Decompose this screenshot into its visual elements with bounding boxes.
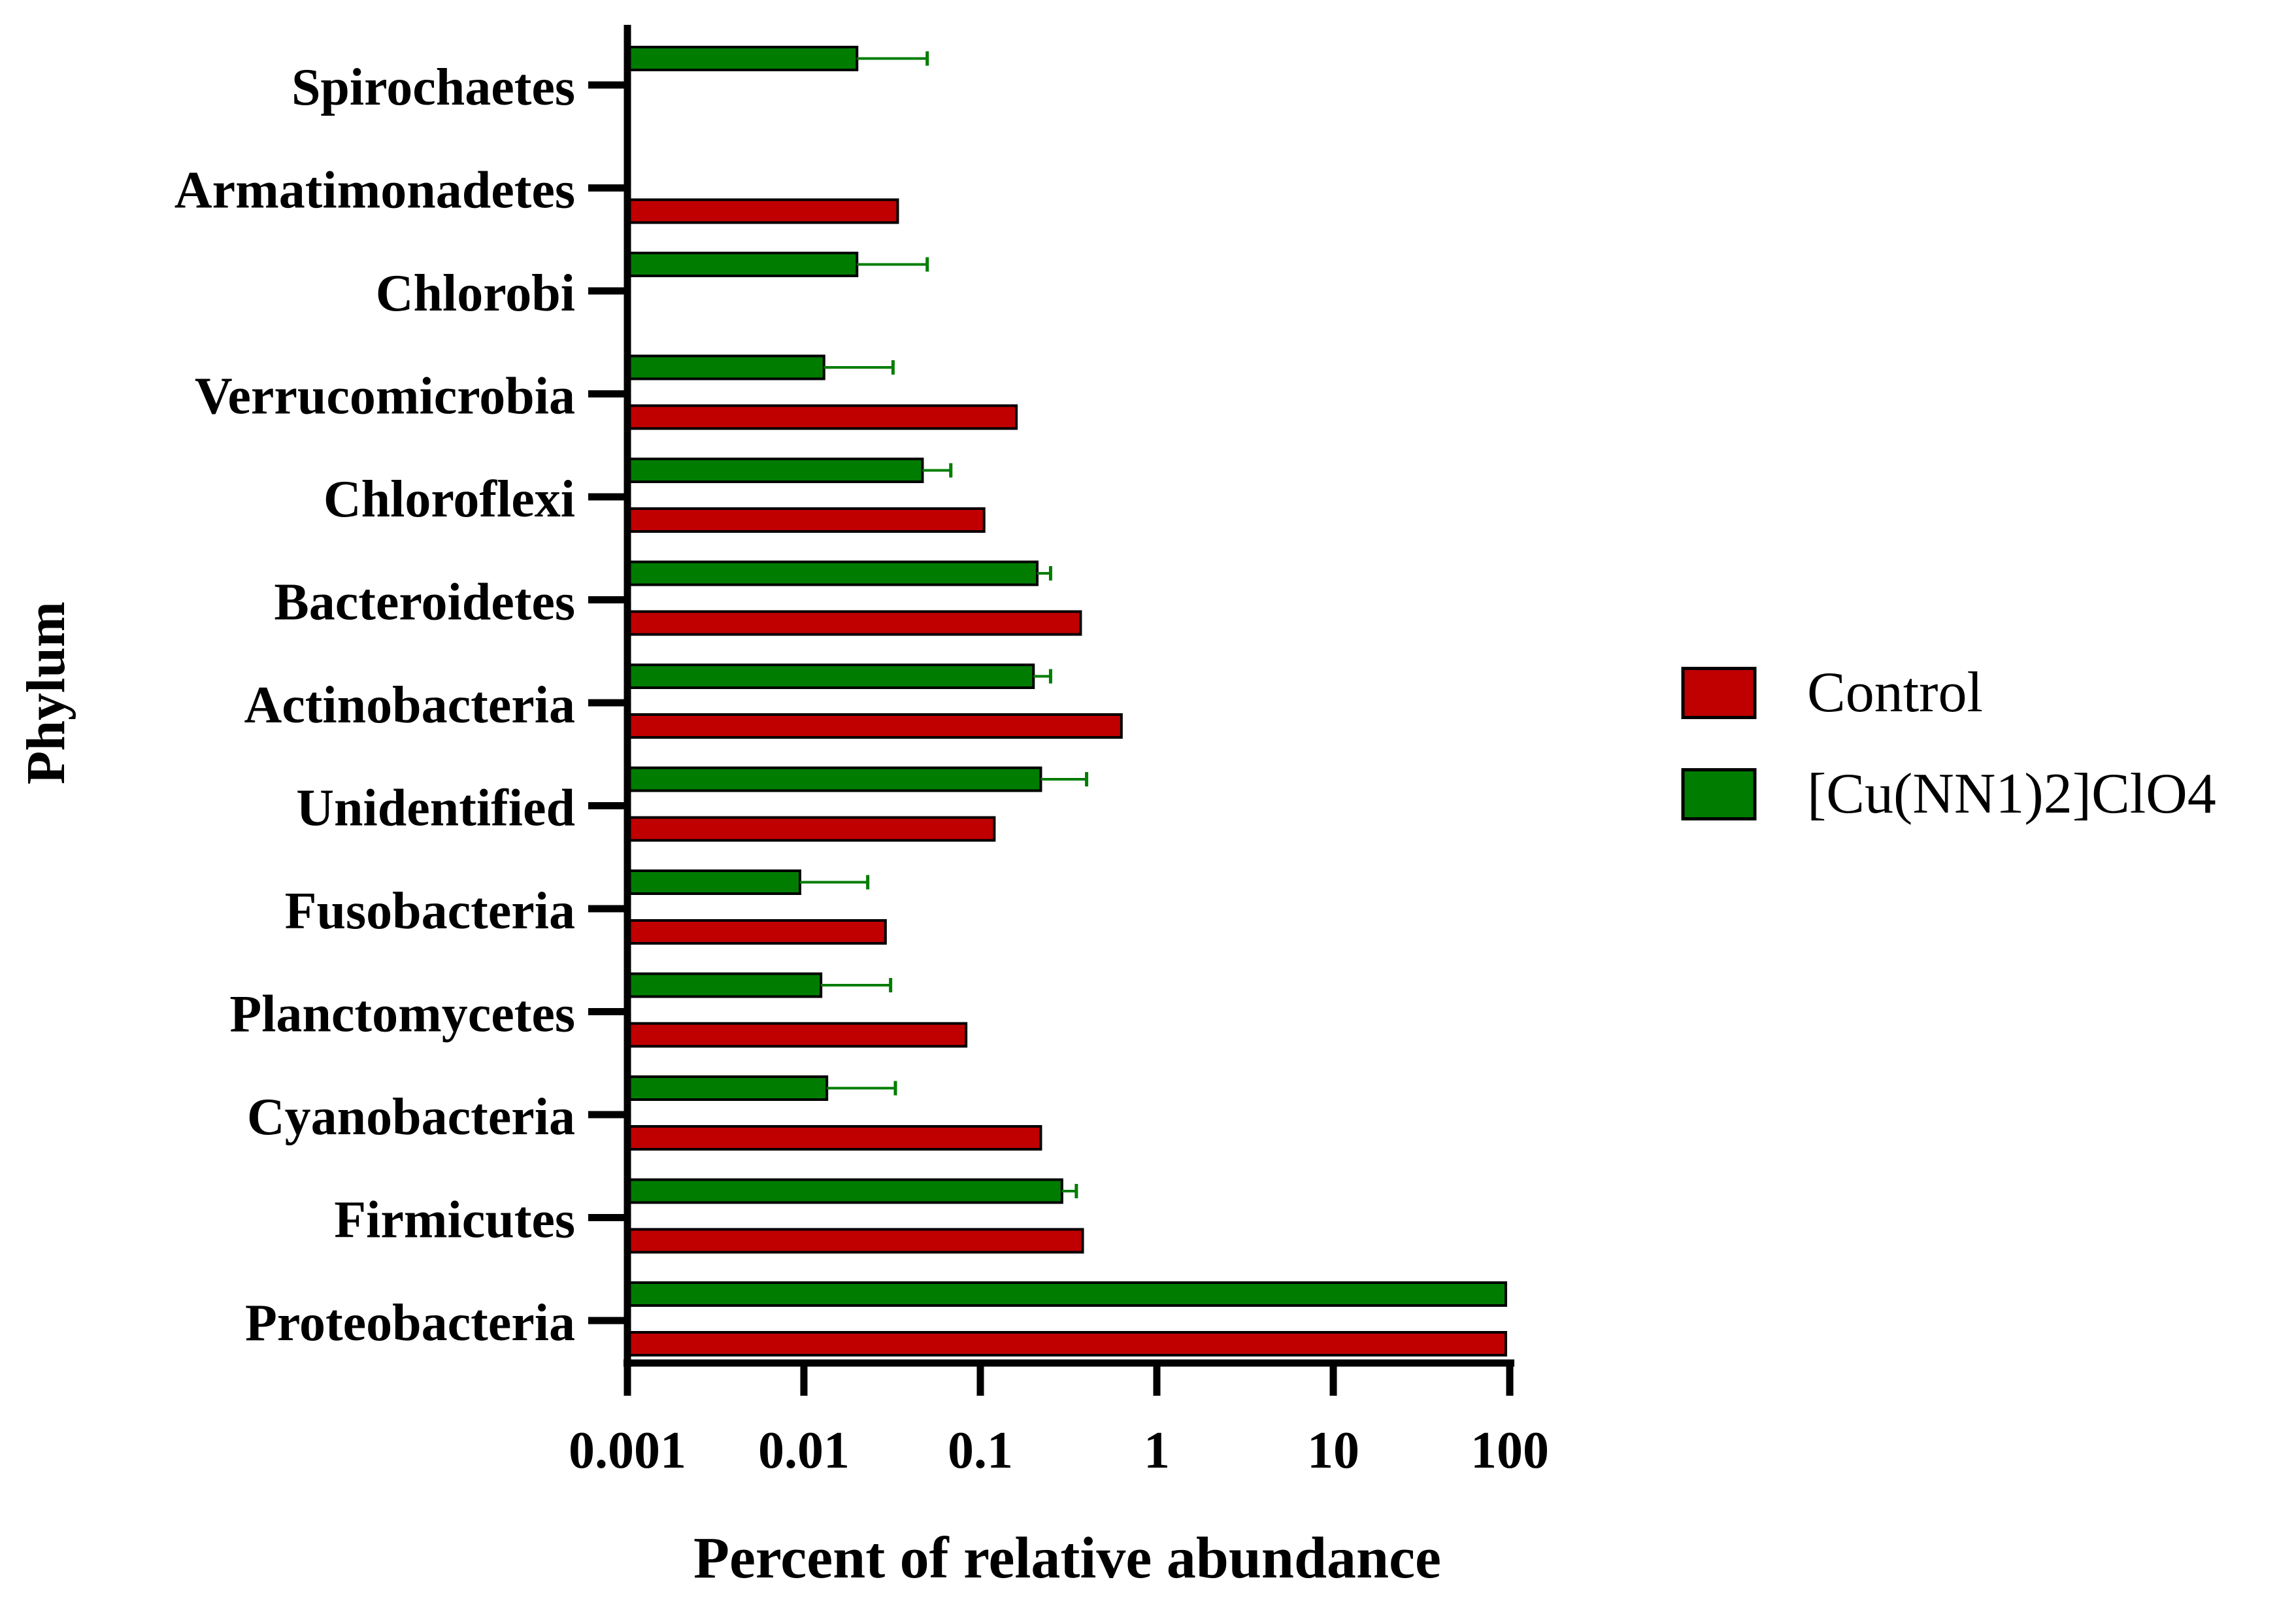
bar-control [626, 816, 996, 842]
y-tick-label: Fusobacteria [285, 883, 575, 940]
y-tick-label: Armatimonadetes [175, 162, 575, 220]
y-axis-title: Phylum [16, 601, 76, 784]
axes [588, 25, 1514, 1396]
bar-cu-complex [626, 252, 859, 277]
y-tick-label: Proteobacteria [245, 1294, 575, 1352]
bar-cu-complex [626, 458, 924, 483]
bars-layer [626, 46, 1507, 1357]
bar-cu-complex [626, 1178, 1063, 1204]
x-axis-title: Percent of relative abundance [693, 1526, 1441, 1591]
x-tick-label: 0.01 [758, 1422, 850, 1479]
y-tick-label: Chlorobi [376, 265, 575, 322]
bar-cu-complex [626, 560, 1039, 586]
bar-cu-complex [626, 972, 823, 998]
bar-control [626, 1125, 1042, 1151]
y-tick-label: Unidentified [296, 780, 575, 837]
bar-cu-complex [626, 664, 1035, 689]
legend-swatch [1681, 667, 1757, 719]
bar-cu-complex [626, 354, 825, 380]
legend: Control [Cu(NN1)2]ClO4 [1681, 661, 2216, 826]
y-tick-label: Chloroflexi [324, 471, 575, 528]
x-tick-label: 0.001 [569, 1422, 686, 1479]
y-tick-label: Firmicutes [334, 1192, 575, 1249]
bar-control [626, 610, 1082, 636]
bar-cu-complex [626, 1075, 829, 1101]
bar-control [626, 1228, 1084, 1254]
bar-control [626, 1022, 968, 1048]
bar-control [626, 404, 1018, 430]
y-tick-label: Bacteroidetes [274, 574, 575, 632]
legend-label: Control [1807, 661, 1983, 724]
bar-cu-complex [626, 1281, 1507, 1307]
bar-control [626, 919, 887, 945]
bar-control [626, 198, 899, 224]
bar-cu-complex [626, 869, 801, 895]
y-tick-label: Cyanobacteria [247, 1088, 575, 1146]
x-tick-label: 0.1 [948, 1422, 1013, 1479]
y-tick-label: Spirochaetes [291, 59, 575, 116]
legend-swatch [1681, 768, 1757, 820]
bar-control [626, 1331, 1507, 1357]
bar-cu-complex [626, 766, 1042, 792]
labels-layer: Percent of relative abundance Phylum Spi… [16, 59, 1549, 1591]
y-tick-label: Verrucomicrobia [195, 368, 575, 426]
legend-label: [Cu(NN1)2]ClO4 [1807, 762, 2216, 826]
x-tick-label: 100 [1471, 1422, 1549, 1479]
bar-control [626, 713, 1123, 739]
x-tick-label: 1 [1144, 1422, 1170, 1479]
bar-cu-complex [626, 46, 859, 71]
x-tick-label: 10 [1307, 1422, 1359, 1479]
bar-control [626, 507, 986, 533]
y-tick-label: Actinobacteria [244, 677, 575, 734]
y-tick-label: Planctomycetes [229, 986, 575, 1043]
